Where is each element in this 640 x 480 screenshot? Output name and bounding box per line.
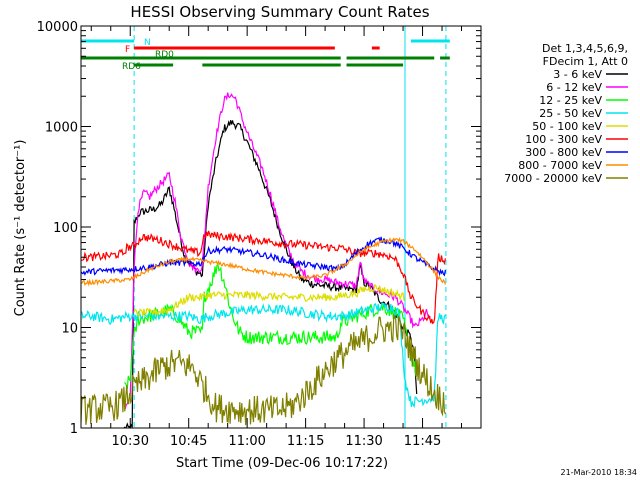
x-axis-label: Start Time (09-Dec-06 10:17:22) [176, 456, 388, 471]
legend-entry-label: 3 - 6 keV [553, 68, 602, 81]
legend: Det 1,3,4,5,6,9,FDecim 1, Att 03 - 6 keV… [504, 42, 628, 185]
legend-header-line: Det 1,3,4,5,6,9, [542, 42, 628, 55]
x-tick-label: 11:00 [228, 434, 265, 449]
series-line-8 [81, 312, 446, 426]
flag-label-rd6: RD6 [122, 62, 141, 72]
legend-entry-label: 50 - 100 keV [532, 120, 602, 133]
legend-entry-label: 800 - 7000 keV [518, 159, 602, 172]
legend-entry-label: 25 - 50 keV [539, 107, 602, 120]
footer-date: 21-Mar-2010 18:34 [561, 468, 638, 477]
series-line-0 [123, 120, 418, 428]
flag-label-rd0: RD0 [155, 50, 174, 60]
series-line-3 [81, 301, 446, 409]
x-tick-label: 11:15 [287, 434, 324, 449]
flag-label-n: N [144, 38, 151, 48]
y-tick-label: 100 [53, 221, 78, 236]
legend-header-line: FDecim 1, Att 0 [543, 55, 628, 68]
series-line-7 [81, 237, 446, 287]
y-tick-label: 1 [70, 422, 78, 437]
x-tick-label: 10:45 [170, 434, 207, 449]
series-line-5 [81, 230, 446, 325]
x-axis-ticks: 10:30 10:45 11:00 11:15 11:30 11:45 [90, 26, 482, 449]
flag-label-f: F [125, 45, 130, 55]
x-tick-label: 11:45 [404, 434, 441, 449]
chart-title: HESSI Observing Summary Count Rates [130, 3, 429, 21]
series-line-4 [133, 283, 406, 317]
y-axis-label: Count Rate (s⁻¹ detector⁻¹) [13, 140, 28, 317]
legend-entry-label: 7000 - 20000 keV [504, 172, 602, 185]
legend-entry-label: 300 - 800 keV [525, 146, 602, 159]
y-tick-label: 1000 [45, 121, 78, 136]
y-axis-ticks: 1 10 100 1000 10000 [37, 20, 481, 437]
legend-entry-label: 6 - 12 keV [546, 81, 602, 94]
x-tick-label: 10:30 [112, 434, 149, 449]
legend-entry-label: 12 - 25 keV [539, 94, 602, 107]
y-tick-label: 10000 [37, 20, 78, 35]
plot-frame [80, 25, 482, 429]
legend-entry-label: 100 - 300 keV [525, 133, 602, 146]
plot-content [81, 26, 450, 428]
y-tick-label: 10 [61, 322, 78, 337]
x-tick-label: 11:30 [345, 434, 382, 449]
